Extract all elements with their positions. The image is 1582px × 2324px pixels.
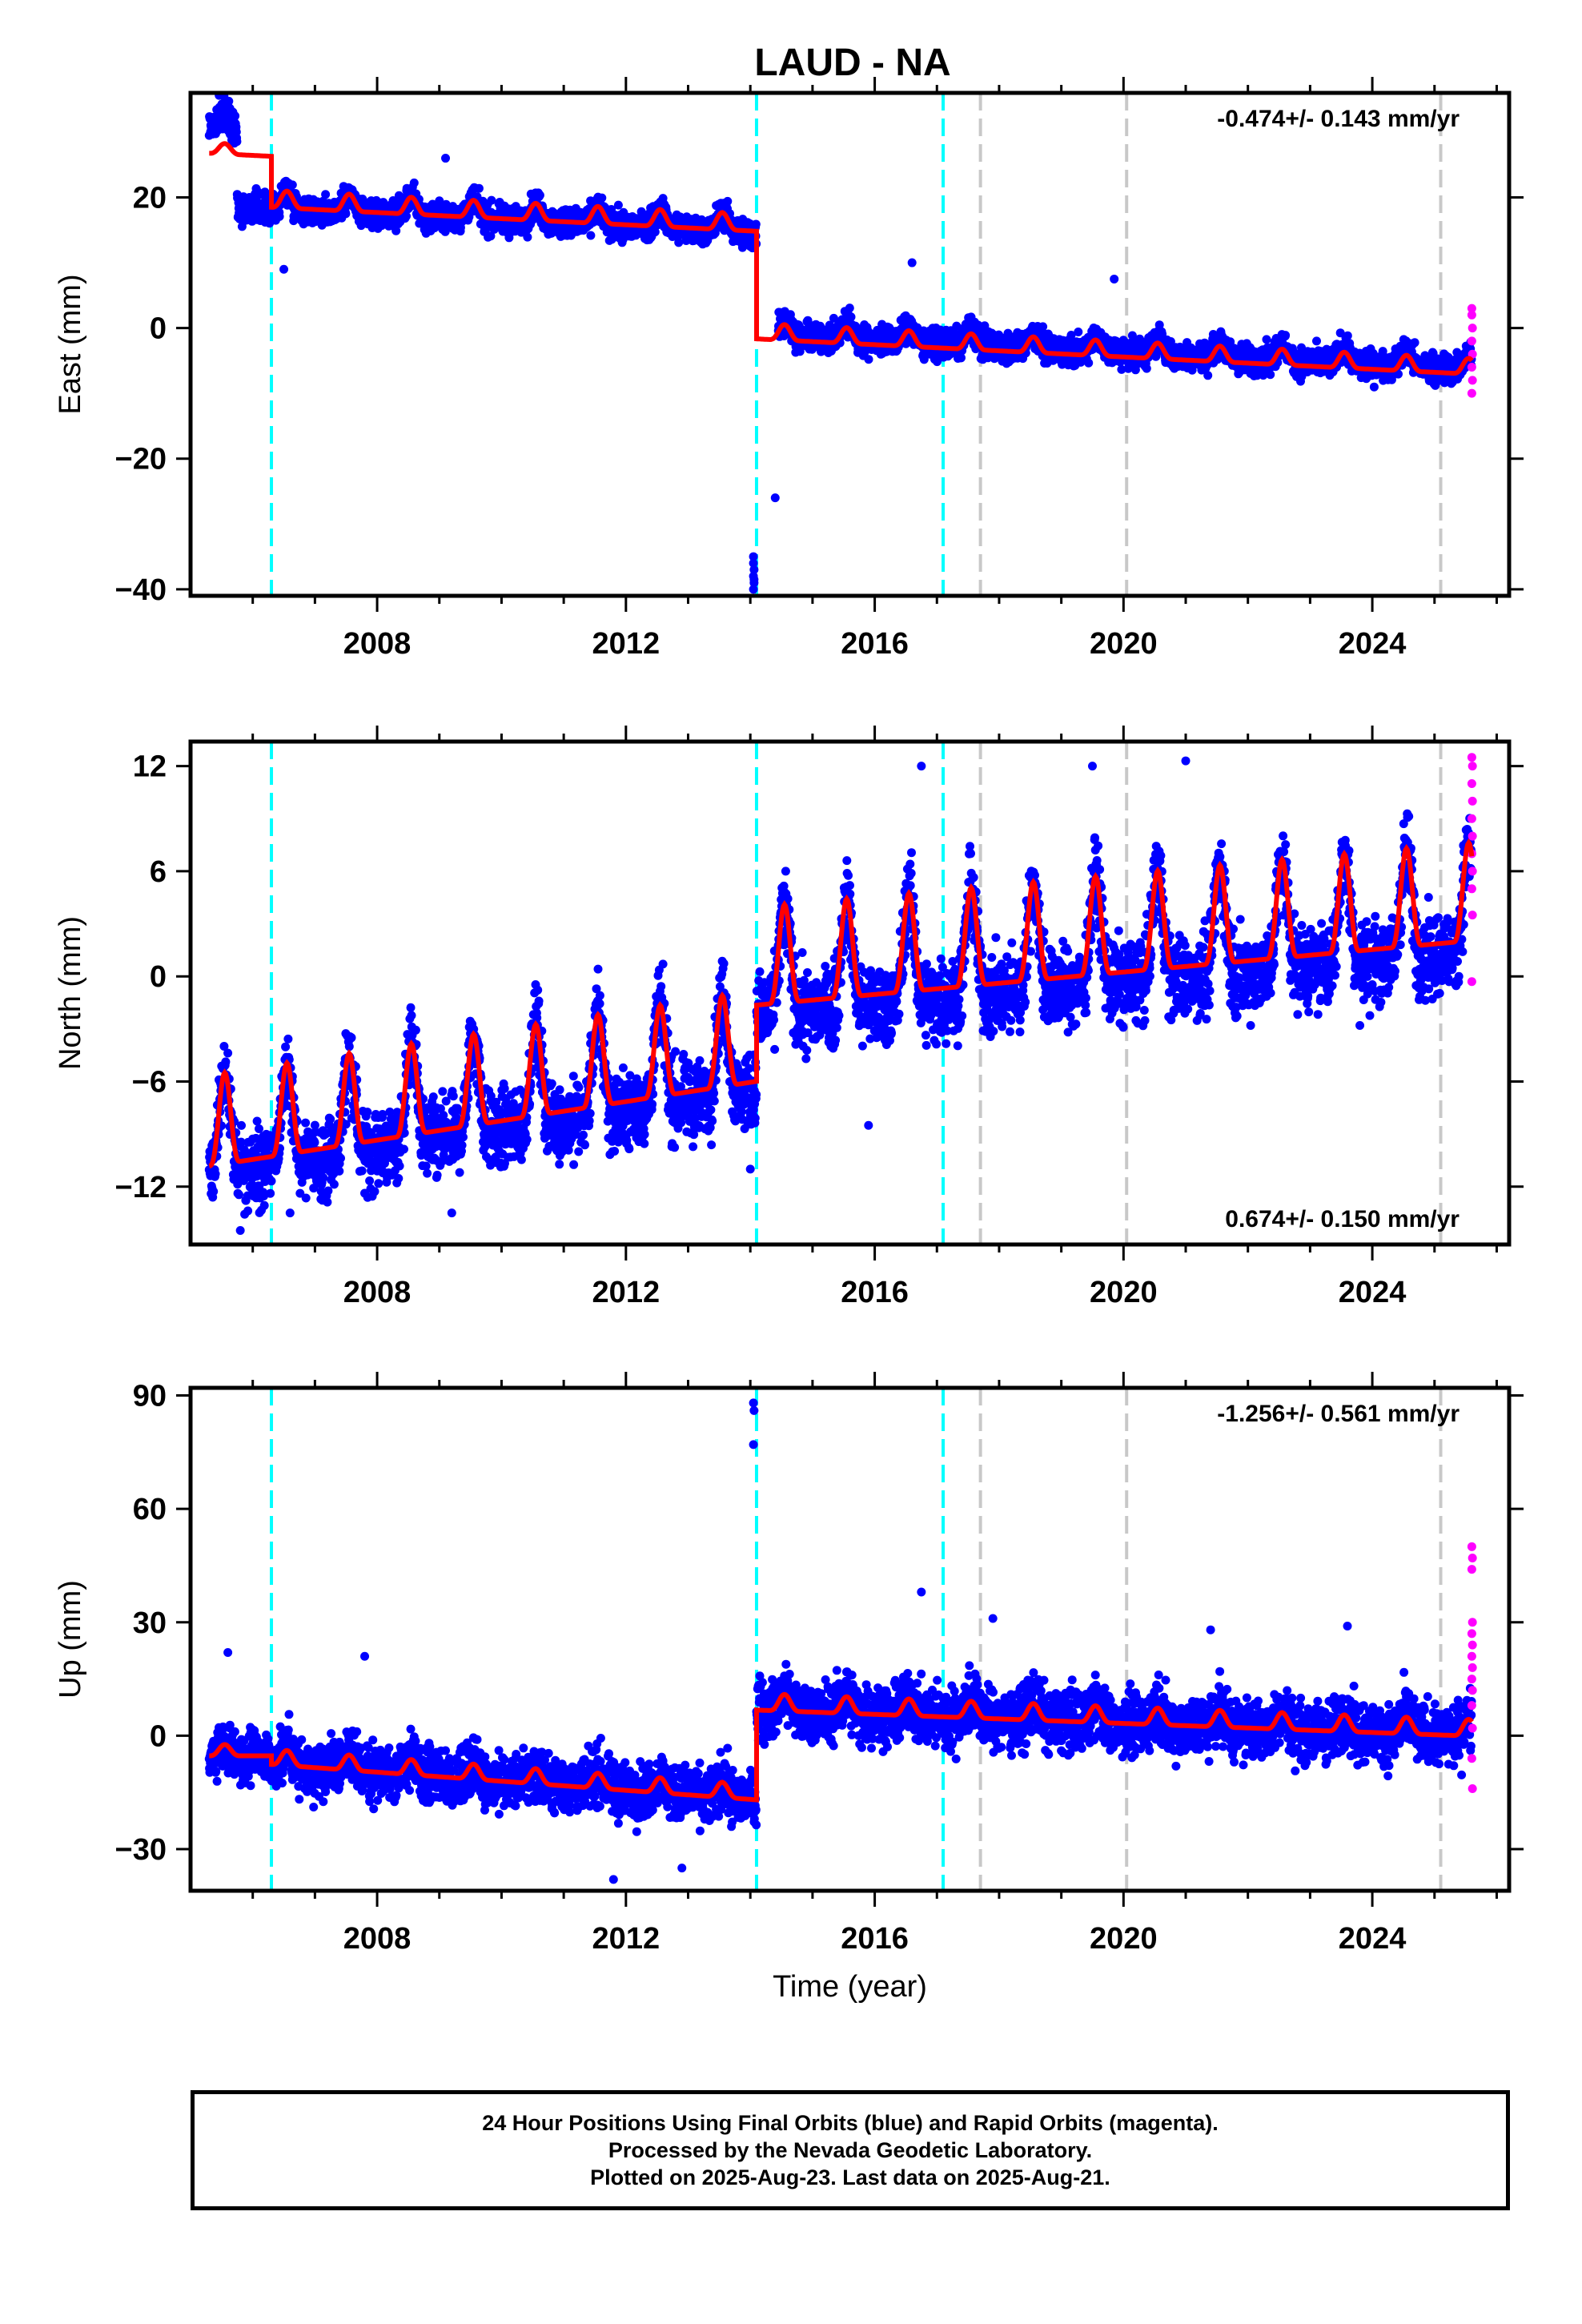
x-tick-label: 2008 bbox=[343, 627, 412, 661]
plot-area bbox=[204, 742, 1477, 1244]
data-point bbox=[1142, 364, 1151, 373]
data-point bbox=[281, 1042, 291, 1051]
panel-east: 2008 2012 2016 2020 2024 −40 −20 0 20 East (mm) -0… bbox=[54, 77, 1524, 661]
x-tick-label: 2012 bbox=[592, 627, 661, 661]
x-tick-label: 2024 bbox=[1339, 627, 1407, 661]
rapid-point bbox=[1467, 363, 1476, 372]
data-point bbox=[321, 190, 331, 199]
data-point bbox=[391, 226, 401, 235]
data-point bbox=[237, 1120, 246, 1130]
outlier-point bbox=[770, 493, 780, 503]
data-point bbox=[846, 312, 856, 322]
x-tick-label: 2016 bbox=[841, 627, 909, 661]
rate-label: -0.474+/- 0.143 mm/yr bbox=[1217, 106, 1460, 132]
plot-frame bbox=[188, 90, 1512, 598]
y-tick-label: −40 bbox=[115, 573, 167, 607]
rapid-point bbox=[1467, 336, 1476, 346]
data-point bbox=[1084, 358, 1094, 368]
y-tick-label: −20 bbox=[115, 443, 167, 476]
data-point bbox=[864, 355, 873, 364]
rapid-point bbox=[1468, 376, 1477, 385]
outlier-point bbox=[907, 258, 917, 267]
data-point bbox=[409, 178, 419, 187]
data-point bbox=[259, 1200, 269, 1210]
data-point bbox=[231, 111, 240, 121]
data-point bbox=[487, 195, 496, 205]
data-point bbox=[235, 1190, 243, 1200]
final-orbit-points bbox=[204, 756, 1476, 1235]
data-point bbox=[751, 219, 761, 229]
data-point bbox=[474, 183, 484, 193]
data-point bbox=[674, 238, 684, 247]
data-point bbox=[1369, 382, 1379, 392]
rapid-point bbox=[1468, 324, 1477, 333]
timeseries-figure: LAUD - NA 2008 2012 2016 2020 2024 −40 −20 0 20 E… bbox=[54, 42, 1524, 2004]
final-orbit-points bbox=[204, 93, 1476, 594]
data-point bbox=[255, 1124, 263, 1133]
data-point bbox=[275, 211, 284, 221]
data-point bbox=[209, 1187, 219, 1196]
data-point bbox=[223, 1048, 233, 1058]
x-tick-label: 2020 bbox=[1090, 627, 1158, 661]
rapid-point bbox=[1467, 388, 1476, 398]
data-point bbox=[597, 193, 607, 203]
data-point bbox=[1410, 338, 1419, 348]
data-point bbox=[224, 96, 234, 106]
outlier-point bbox=[441, 154, 451, 163]
data-point bbox=[586, 231, 596, 240]
data-point bbox=[535, 191, 544, 200]
data-point bbox=[221, 1057, 231, 1067]
data-point bbox=[267, 1176, 276, 1186]
data-point bbox=[1203, 371, 1213, 380]
data-point bbox=[402, 211, 411, 221]
chart-title: LAUD - NA bbox=[754, 42, 950, 84]
data-point bbox=[845, 304, 854, 313]
data-point bbox=[211, 1169, 220, 1179]
y-tick-label: 0 bbox=[150, 312, 167, 346]
data-point bbox=[243, 1206, 253, 1216]
data-point bbox=[1343, 331, 1352, 340]
outlier-point bbox=[749, 585, 758, 594]
data-point bbox=[1262, 335, 1271, 344]
data-point bbox=[283, 1034, 293, 1043]
y-axis-label: East (mm) bbox=[54, 274, 87, 414]
data-point bbox=[486, 231, 496, 241]
data-point bbox=[287, 180, 297, 190]
outlier-point bbox=[749, 575, 759, 585]
data-point bbox=[1281, 331, 1291, 340]
data-point bbox=[1266, 370, 1275, 380]
y-tick-label: 20 bbox=[133, 181, 167, 215]
data-point bbox=[613, 200, 623, 210]
data-point bbox=[723, 196, 733, 206]
outlier-point bbox=[1110, 274, 1119, 283]
data-point bbox=[1312, 336, 1321, 346]
data-point bbox=[266, 1188, 275, 1198]
data-point bbox=[232, 137, 242, 147]
rapid-point bbox=[1467, 310, 1476, 320]
plot-area bbox=[204, 93, 1477, 596]
outlier-point bbox=[279, 264, 289, 274]
data-point bbox=[252, 1116, 262, 1126]
data-point bbox=[1074, 328, 1083, 336]
data-point bbox=[341, 209, 351, 219]
data-point bbox=[523, 232, 532, 242]
